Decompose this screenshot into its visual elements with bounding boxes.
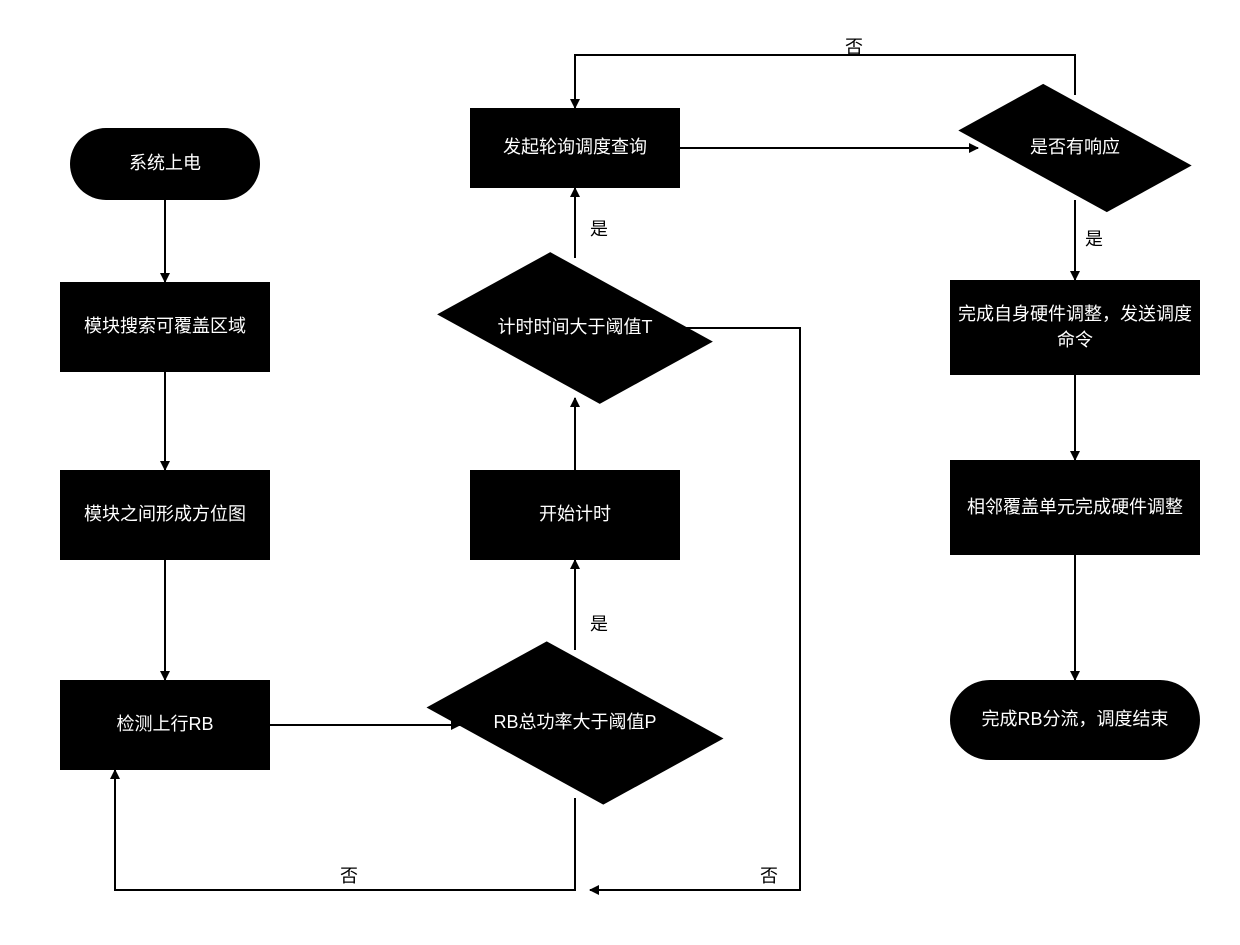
- node-dec-resp: 是否有响应: [970, 88, 1180, 208]
- node-dec-p-label: RB总功率大于阈值P: [473, 711, 676, 734]
- node-end: 完成RB分流，调度结束: [950, 680, 1200, 760]
- node-self-adj-label: 完成自身硬件调整，发送调度命令: [954, 302, 1196, 352]
- edge-label-yes-resp: 是: [1085, 225, 1103, 251]
- node-azimuth-label: 模块之间形成方位图: [84, 502, 246, 527]
- node-neigh-adj: 相邻覆盖单元完成硬件调整: [950, 460, 1200, 555]
- node-dec-t: 计时时间大于阈值T: [460, 248, 690, 408]
- edge-label-no-resp: 否: [845, 33, 863, 59]
- edge-label-no-dect: 否: [760, 862, 778, 888]
- node-timer-label: 开始计时: [539, 502, 611, 527]
- edge-label-yes-decp: 是: [590, 610, 608, 636]
- node-neigh-adj-label: 相邻覆盖单元完成硬件调整: [967, 495, 1183, 520]
- node-detect-rb: 检测上行RB: [60, 680, 270, 770]
- node-dec-t-label: 计时时间大于阈值T: [478, 316, 673, 339]
- node-timer: 开始计时: [470, 470, 680, 560]
- node-dec-p: RB总功率大于阈值P: [450, 638, 700, 808]
- node-poll-label: 发起轮询调度查询: [503, 135, 647, 160]
- node-azimuth: 模块之间形成方位图: [60, 470, 270, 560]
- node-start: 系统上电: [70, 128, 260, 200]
- node-dec-resp-label: 是否有响应: [1010, 136, 1140, 159]
- edge-label-no-decp: 否: [340, 862, 358, 888]
- node-detect-rb-label: 检测上行RB: [116, 712, 213, 737]
- node-start-label: 系统上电: [129, 151, 201, 176]
- node-search: 模块搜索可覆盖区域: [60, 282, 270, 372]
- edge-label-yes-dect: 是: [590, 215, 608, 241]
- node-self-adj: 完成自身硬件调整，发送调度命令: [950, 280, 1200, 375]
- node-end-label: 完成RB分流，调度结束: [981, 707, 1168, 732]
- node-poll: 发起轮询调度查询: [470, 108, 680, 188]
- node-search-label: 模块搜索可覆盖区域: [84, 314, 246, 339]
